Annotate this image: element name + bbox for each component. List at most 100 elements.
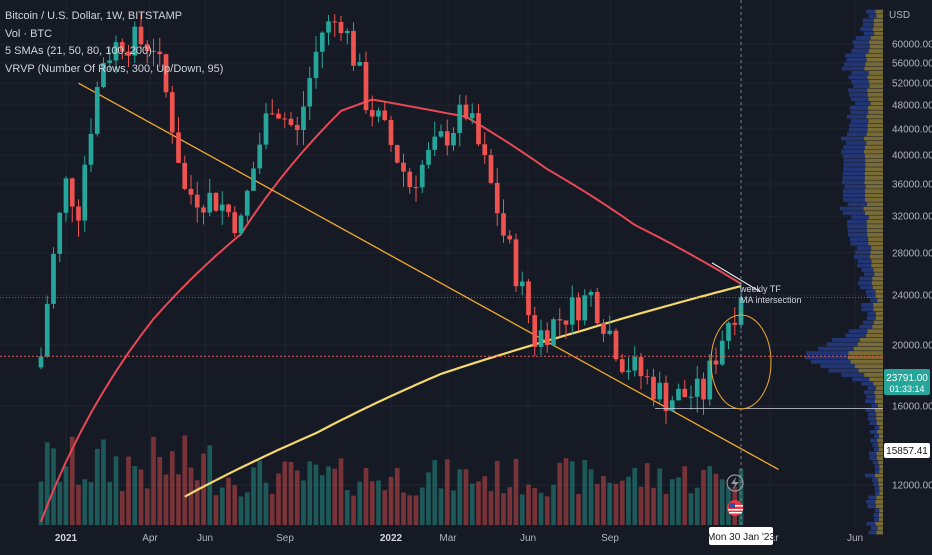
candle-body[interactable] — [651, 376, 656, 400]
candlesticks[interactable] — [38, 13, 744, 424]
candle-body[interactable] — [451, 133, 456, 146]
candle-body[interactable] — [163, 54, 169, 93]
candle-body[interactable] — [276, 113, 281, 119]
candle-body[interactable] — [601, 323, 606, 334]
candle-body[interactable] — [232, 212, 238, 234]
candle-body[interactable] — [513, 239, 519, 287]
candle-body[interactable] — [388, 119, 394, 146]
candle-body[interactable] — [713, 360, 719, 365]
candle-body[interactable] — [701, 378, 706, 400]
candle-body[interactable] — [501, 213, 506, 236]
candle-body[interactable] — [607, 330, 613, 334]
candle-body[interactable] — [51, 253, 56, 304]
candle-body[interactable] — [169, 92, 175, 133]
candle-body[interactable] — [463, 104, 469, 119]
candle-body[interactable] — [188, 188, 194, 195]
candle-body[interactable] — [369, 110, 375, 117]
candle-body[interactable] — [144, 44, 150, 51]
candle-body[interactable] — [257, 144, 263, 169]
candle-body[interactable] — [532, 315, 538, 347]
candle-body[interactable] — [738, 297, 744, 325]
candle-body[interactable] — [732, 322, 738, 325]
candle-body[interactable] — [338, 21, 344, 34]
candle-body[interactable] — [363, 61, 369, 111]
candle-body[interactable] — [582, 295, 588, 321]
candle-body[interactable] — [438, 131, 444, 137]
candle-body[interactable] — [519, 281, 525, 287]
candle-body[interactable] — [251, 168, 256, 191]
candle-body[interactable] — [626, 370, 631, 373]
candle-body[interactable] — [476, 113, 481, 145]
candle-body[interactable] — [301, 106, 306, 131]
candle-body[interactable] — [644, 376, 650, 378]
candle-body[interactable] — [576, 297, 581, 321]
legend-volume[interactable]: Vol · BTC — [5, 27, 53, 40]
candle-body[interactable] — [676, 388, 681, 401]
candle-body[interactable] — [101, 62, 106, 87]
candle-body[interactable] — [726, 322, 731, 341]
candle-body[interactable] — [444, 131, 450, 146]
candle-body[interactable] — [126, 51, 131, 56]
candle-body[interactable] — [682, 388, 688, 398]
candle-body[interactable] — [488, 155, 494, 183]
candle-body[interactable] — [632, 357, 638, 371]
candle-body[interactable] — [394, 145, 400, 163]
flash-icon[interactable] — [726, 474, 744, 492]
candle-body[interactable] — [457, 104, 463, 134]
candle-body[interactable] — [663, 382, 669, 412]
legend-smas[interactable]: 5 SMAs (21, 50, 80, 100, 200) — [5, 45, 152, 57]
candle-body[interactable] — [544, 330, 550, 346]
candle-body[interactable] — [619, 359, 625, 373]
candle-body[interactable] — [194, 194, 200, 208]
candle-body[interactable] — [351, 30, 356, 66]
candle-body[interactable] — [157, 51, 163, 55]
candle-body[interactable] — [213, 192, 219, 211]
candle-body[interactable] — [288, 118, 294, 125]
candle-body[interactable] — [657, 382, 663, 400]
candle-body[interactable] — [482, 144, 488, 156]
candle-body[interactable] — [226, 204, 231, 213]
candle-body[interactable] — [332, 21, 338, 23]
candle-body[interactable] — [132, 26, 138, 56]
candle-body[interactable] — [432, 136, 438, 150]
candle-body[interactable] — [107, 60, 113, 63]
candle-body[interactable] — [419, 164, 425, 188]
candle-body[interactable] — [357, 61, 363, 66]
candle-body[interactable] — [319, 32, 325, 52]
candle-body[interactable] — [307, 78, 313, 107]
candle-body[interactable] — [82, 164, 88, 221]
candle-body[interactable] — [44, 303, 50, 357]
candle-body[interactable] — [238, 215, 244, 234]
candle-body[interactable] — [407, 171, 413, 188]
candle-body[interactable] — [376, 110, 381, 117]
candle-body[interactable] — [401, 162, 406, 172]
candle-body[interactable] — [69, 178, 75, 207]
candle-body[interactable] — [688, 396, 694, 398]
candle-body[interactable] — [294, 124, 300, 131]
candle-body[interactable] — [63, 178, 69, 213]
candle-body[interactable] — [669, 400, 675, 412]
candle-body[interactable] — [569, 297, 575, 325]
candle-body[interactable] — [201, 207, 206, 213]
candle-body[interactable] — [151, 50, 156, 52]
candle-body[interactable] — [594, 291, 600, 324]
candle-body[interactable] — [557, 319, 563, 321]
candle-body[interactable] — [413, 187, 419, 189]
candle-body[interactable] — [326, 21, 331, 33]
candle-body[interactable] — [613, 330, 619, 360]
candle-body[interactable] — [538, 330, 544, 347]
candle-body[interactable] — [344, 30, 350, 34]
candle-body[interactable] — [563, 320, 569, 325]
candle-body[interactable] — [588, 291, 594, 296]
candle-body[interactable] — [263, 113, 269, 145]
candle-body[interactable] — [119, 42, 125, 52]
candle-body[interactable] — [138, 26, 144, 45]
candle-body[interactable] — [507, 235, 513, 240]
candle-body[interactable] — [57, 212, 63, 254]
candle-body[interactable] — [638, 357, 644, 377]
candle-body[interactable] — [182, 162, 188, 189]
candle-body[interactable] — [76, 206, 81, 221]
candle-body[interactable] — [269, 113, 275, 115]
candle-body[interactable] — [719, 340, 725, 365]
candle-body[interactable] — [219, 204, 225, 211]
